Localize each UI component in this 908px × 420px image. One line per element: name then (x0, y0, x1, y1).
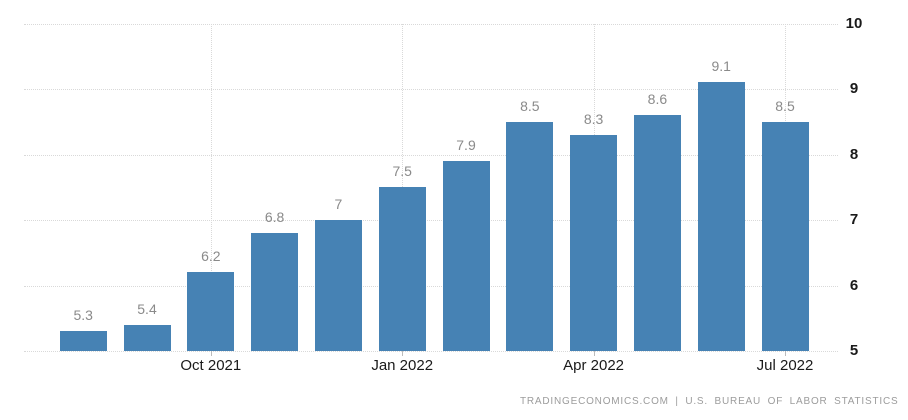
y-tick-label: 5 (849, 342, 859, 359)
bar[interactable] (123, 324, 171, 351)
h-gridline (24, 23, 838, 25)
h-gridline (24, 89, 838, 90)
y-tick-label: 9 (849, 80, 859, 97)
bar-value-label: 9.1 (711, 58, 731, 75)
y-tick-label: 6 (849, 276, 859, 294)
bar[interactable] (697, 82, 745, 351)
bar-value-label: 5.4 (137, 300, 157, 317)
bar-value-label: 6.2 (201, 248, 221, 265)
bar-value-label: 8.6 (647, 91, 668, 108)
bar[interactable] (187, 272, 235, 351)
h-gridline (24, 285, 838, 287)
x-tick-mark (785, 351, 786, 356)
bar-value-label: 8.5 (775, 97, 795, 114)
bar[interactable] (633, 115, 681, 351)
bar[interactable] (506, 121, 554, 351)
bar-value-label: 5.3 (73, 307, 93, 324)
x-tick-label: Oct 2021 (180, 357, 242, 374)
h-gridline (24, 220, 838, 221)
bar-value-label: 6.8 (264, 209, 285, 226)
bar-value-label: 8.3 (583, 110, 604, 127)
x-tick-mark (402, 351, 404, 356)
bar[interactable] (59, 331, 107, 351)
y-tick-label: 8 (849, 145, 859, 163)
y-tick-label: 10 (845, 14, 863, 32)
x-tick-mark (593, 351, 595, 356)
h-gridline (24, 154, 838, 156)
bar-value-label: 7.5 (392, 163, 412, 180)
h-gridline (24, 351, 838, 352)
bar-value-label: 7 (334, 196, 343, 212)
x-tick-label: Jul 2022 (756, 357, 814, 374)
attribution-text: TRADINGECONOMICS.COM | U.S. BUREAU OF LA… (520, 396, 899, 407)
bar[interactable] (251, 233, 299, 351)
bar-value-label: 7.9 (456, 137, 476, 154)
x-tick-label: Jan 2022 (371, 357, 434, 374)
y-tick-label: 7 (849, 211, 859, 228)
bar[interactable] (314, 220, 362, 351)
bar[interactable] (442, 161, 490, 351)
x-tick-mark (210, 351, 212, 356)
bar[interactable] (378, 187, 426, 351)
x-tick-label: Apr 2022 (563, 357, 625, 374)
bar-value-label: 8.5 (520, 97, 540, 114)
v-gridline (210, 23, 212, 351)
bar[interactable] (570, 134, 618, 351)
bar[interactable] (761, 121, 809, 351)
